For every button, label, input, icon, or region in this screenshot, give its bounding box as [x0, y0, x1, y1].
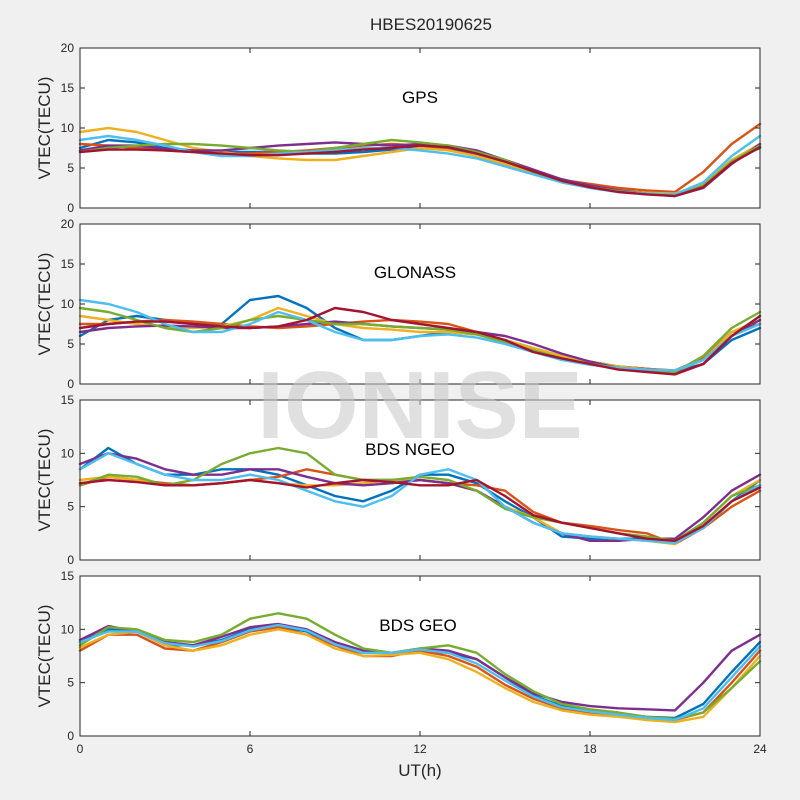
y-tick-label: 5	[67, 500, 74, 514]
y-tick-label: 0	[67, 553, 74, 567]
y-tick-label: 5	[67, 337, 74, 351]
series-line	[78, 144, 762, 198]
y-tick-label: 15	[61, 393, 75, 407]
panel-label: BDS GEO	[379, 616, 456, 635]
panel-0: 0 5 10 15 20 VTEC(TECU) GPS	[35, 41, 762, 215]
panel-2: 0 5 10 15 VTEC(TECU) BDS NGEO	[35, 393, 762, 567]
y-tick-label: 5	[67, 161, 74, 175]
series-line	[78, 478, 762, 542]
series-line	[78, 452, 762, 545]
panel-label: GLONASS	[374, 263, 456, 282]
panel-3: 0 6 12 18 24 0 5 10 15 VTEC(TECU) BDS GEO	[35, 569, 767, 756]
series-line	[78, 623, 762, 722]
panel-label: GPS	[402, 88, 438, 107]
panel-label: BDS NGEO	[365, 440, 455, 459]
y-tick-label: 0	[67, 201, 74, 215]
y-tick-label: 0	[67, 377, 74, 391]
y-axis-label: VTEC(TECU)	[35, 429, 54, 532]
y-tick-label: 15	[61, 569, 75, 583]
panels: 0 5 10 15 20 VTEC(TECU) GPS 0 5 10 15 20 VTEC(TECU) G…	[35, 41, 767, 756]
y-tick-label: 10	[61, 446, 75, 460]
watermark: IONISE	[257, 352, 582, 459]
y-tick-label: 10	[61, 297, 75, 311]
x-tick-label: 6	[247, 742, 254, 756]
plot-area	[80, 576, 760, 736]
x-tick-label: 24	[753, 742, 767, 756]
series-line	[78, 298, 762, 372]
x-tick-label: 18	[583, 742, 597, 756]
y-axis-label: VTEC(TECU)	[35, 605, 54, 708]
panel-1: 0 5 10 15 20 VTEC(TECU) GLONASS	[35, 217, 762, 391]
x-axis-label: UT(h)	[398, 761, 441, 780]
figure-title: HBES20190625	[370, 15, 492, 34]
y-tick-label: 10	[61, 121, 75, 135]
y-tick-label: 10	[61, 622, 75, 636]
series-line	[78, 306, 762, 376]
x-tick-label: 0	[77, 742, 84, 756]
y-tick-label: 20	[61, 41, 75, 55]
series-line	[78, 628, 762, 724]
y-tick-label: 15	[61, 257, 75, 271]
y-tick-label: 20	[61, 217, 75, 231]
y-tick-label: 15	[61, 81, 75, 95]
x-tick-label: 12	[413, 742, 427, 756]
y-axis-label: VTEC(TECU)	[35, 77, 54, 180]
plot-area	[80, 48, 760, 208]
y-axis-label: VTEC(TECU)	[35, 253, 54, 356]
plot-area	[80, 224, 760, 384]
y-tick-label: 5	[67, 676, 74, 690]
y-tick-label: 0	[67, 729, 74, 743]
